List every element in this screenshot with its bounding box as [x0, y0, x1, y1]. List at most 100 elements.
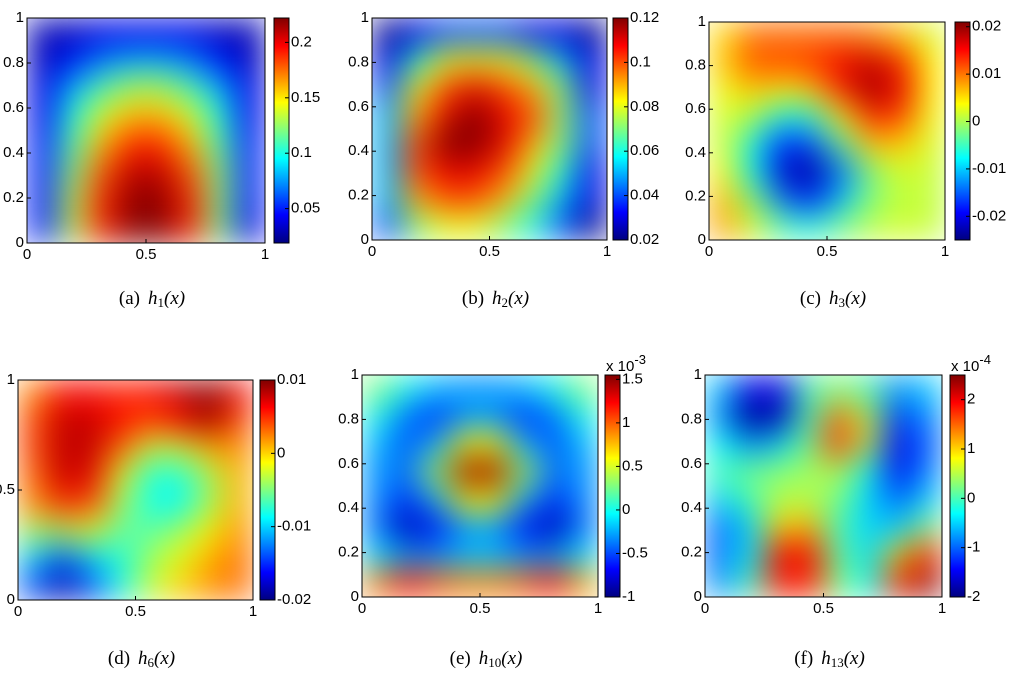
heatmap-cell: [915, 76, 946, 105]
heatmap-cell: [135, 517, 166, 546]
heatmap-cell: [912, 375, 943, 404]
y-tick-label: 0.6: [3, 99, 24, 116]
colorbar: [273, 17, 290, 244]
heatmap-cell: [823, 541, 854, 570]
heatmap-cell: [460, 156, 490, 185]
heatmap-cell: [823, 402, 854, 431]
panel: 0 0.5 1 0 0.2 0.4 0.6 0.8 1 -0.02 -0.01 0 0.01 0.02 (c…: [685, 13, 1006, 310]
caption-arg: (x): [164, 288, 185, 309]
heatmap-cell: [856, 76, 887, 105]
heatmap-cell: [518, 73, 549, 102]
heatmap-cell: [734, 569, 765, 598]
colorbar-tick-label: 0.01: [277, 371, 306, 388]
heatmap-cell: [548, 18, 579, 47]
heatmap-cell: [489, 101, 520, 130]
heatmap-cell: [76, 462, 107, 491]
heatmap-cell: [768, 131, 798, 159]
x-tick-label: 0.5: [817, 243, 838, 260]
exponent-power: -3: [634, 352, 646, 367]
heatmap-cell: [86, 46, 117, 75]
heatmap-cell: [223, 490, 254, 518]
heatmap-cell: [164, 462, 195, 491]
heatmap-cell: [768, 22, 798, 50]
y-tick-label: 0.8: [348, 53, 369, 70]
heatmap-cell: [709, 212, 739, 241]
heatmap-cell: [915, 22, 946, 50]
heatmap-cell: [175, 186, 206, 216]
heatmap-cell: [56, 186, 87, 216]
heatmap-cell: [823, 458, 854, 487]
colorbar-tick-label: 0.1: [291, 144, 312, 161]
heatmap-cell: [116, 46, 147, 75]
heatmap-cell: [146, 46, 177, 75]
heatmap-cell: [509, 430, 540, 459]
heatmap-cell: [401, 45, 432, 74]
heatmap-cell: [106, 462, 136, 491]
heatmap-cell: [886, 22, 916, 50]
x-tick-label: 1: [249, 603, 257, 620]
heatmap-cell: [856, 185, 887, 214]
heatmap-cell: [106, 572, 136, 601]
colorbar: [949, 374, 966, 598]
heatmap-cell: [146, 18, 177, 47]
heatmap-cell: [205, 214, 236, 244]
heatmap-cell: [480, 430, 510, 459]
heatmap-cell: [853, 541, 884, 570]
colorbar-tick-label: 0.06: [630, 142, 659, 159]
heatmap-cell: [489, 184, 520, 213]
heatmap-cell: [853, 569, 884, 598]
heatmap-cell: [568, 486, 599, 515]
heatmap-cell: [116, 186, 147, 216]
heatmap-cell: [912, 430, 943, 459]
heatmap-cell: [391, 458, 422, 487]
heatmap-cell: [450, 430, 481, 459]
heatmap-cell: [539, 569, 569, 598]
heatmap-cell: [705, 402, 736, 431]
heatmap-cell: [764, 402, 795, 431]
heatmap-cell: [764, 375, 795, 404]
caption-sub: 2: [502, 295, 509, 310]
heatmap-cell: [56, 46, 87, 75]
heatmap-cell: [27, 46, 58, 75]
colorbar: [954, 21, 971, 241]
colorbar-tick-label: -2: [967, 588, 980, 605]
heatmap-cell: [76, 435, 107, 463]
caption-tag: (a): [119, 288, 140, 309]
heatmap-cell: [421, 458, 451, 487]
heatmap-cell: [539, 458, 569, 487]
heatmap-cell: [568, 375, 599, 404]
heatmap-cell: [391, 486, 422, 515]
heatmap-cell: [886, 212, 916, 241]
heatmap-cell: [882, 541, 913, 570]
x-tick-label: 0: [23, 246, 31, 263]
heatmap-cell: [135, 435, 166, 463]
y-tick-label: 0.8: [681, 410, 702, 427]
heatmap-cell: [509, 458, 540, 487]
heatmap-cell: [577, 129, 608, 158]
heatmap-cell: [401, 184, 432, 213]
y-tick-label: 0.2: [3, 189, 24, 206]
heatmap-cell: [793, 458, 824, 487]
heatmap-cell: [548, 73, 579, 102]
heatmap-cell: [116, 102, 147, 131]
x-tick-label: 0: [358, 600, 366, 617]
y-tick-label: 0.4: [338, 499, 359, 516]
caption-name: h: [138, 648, 148, 669]
heatmap-cell: [362, 430, 392, 459]
x-tick-label: 0.5: [125, 603, 146, 620]
y-tick-label: 1: [361, 9, 369, 26]
colorbar-tick-label: 0.5: [622, 457, 643, 474]
heatmap-cell: [793, 569, 824, 598]
heatmap-cell: [18, 462, 48, 491]
heatmap-cell: [47, 490, 78, 518]
x-tick-label: 0.5: [813, 600, 834, 617]
heatmap-cell: [235, 130, 266, 160]
exponent-base: x 10: [951, 358, 979, 375]
caption-arg: (x): [844, 648, 865, 669]
heatmap-cell: [539, 513, 569, 542]
y-tick-label: 0.8: [3, 54, 24, 71]
heatmap-cell: [489, 212, 520, 241]
heatmap-cell: [853, 486, 884, 515]
heatmap-cell: [768, 212, 798, 241]
